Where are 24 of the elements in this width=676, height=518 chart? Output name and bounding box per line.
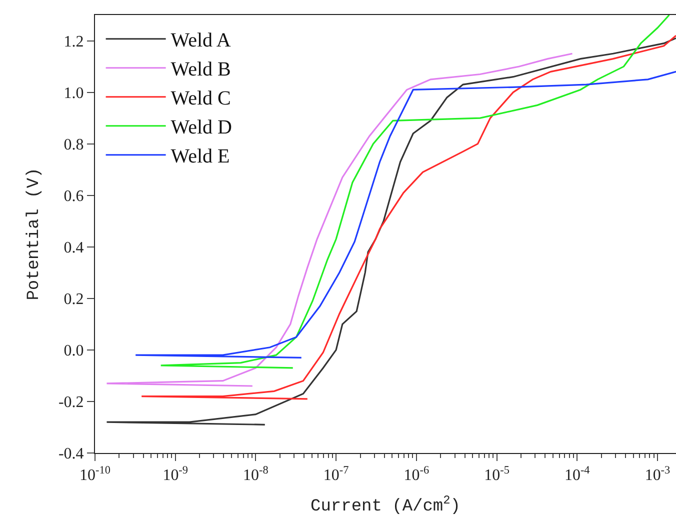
legend-label: Weld E (170, 146, 230, 168)
legend-label: Weld A (170, 30, 232, 52)
y-tick-label: -0.4 (58, 446, 84, 463)
y-tick-label: 0.2 (64, 291, 84, 308)
x-tick-label: 10$^{-6}$ (404, 464, 430, 484)
x-axis-title: Current (A/cm$^{2}$) (310, 493, 460, 517)
x-tick-label: 10$^{-9}$ (162, 464, 188, 484)
x-tick-label: 10$^{-4}$ (564, 464, 590, 484)
legend-label: Weld D (170, 116, 232, 139)
y-axis-title: Potential (V) (25, 168, 44, 300)
x-tick-label: 10$^{-3}$ (644, 464, 671, 484)
y-tick-label: 1.0 (64, 84, 84, 102)
y-tick-label: -0.2 (58, 394, 84, 412)
y-tick-label: 0.6 (64, 188, 84, 205)
y-tick-label: 0.4 (64, 239, 84, 256)
x-tick-label: 10$^{-10}$ (80, 464, 111, 484)
y-tick-label: 1.2 (64, 33, 84, 50)
legend-label: Weld B (170, 58, 231, 81)
x-tick-label: 10$^{-5}$ (484, 464, 510, 484)
y-tick-label: 0.0 (64, 342, 84, 360)
y-tick-label: 0.8 (64, 136, 84, 154)
x-tick-label: 10$^{-7}$ (323, 464, 350, 484)
x-tick-label: 10$^{-8}$ (243, 464, 269, 484)
legend-label: Weld C (170, 88, 231, 110)
